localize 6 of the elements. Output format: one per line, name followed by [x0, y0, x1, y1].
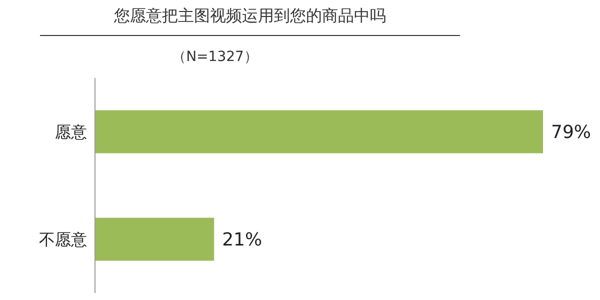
data-label: 21% [222, 230, 262, 251]
chart-subtitle: （N=1327） [171, 48, 259, 66]
y-tick-label: 不愿意 [39, 230, 87, 249]
chart-title: 您愿意把主图视频运用到您的商品中吗 [40, 6, 460, 36]
data-label: 79% [551, 122, 592, 144]
y-tick-label: 愿意 [55, 122, 87, 142]
